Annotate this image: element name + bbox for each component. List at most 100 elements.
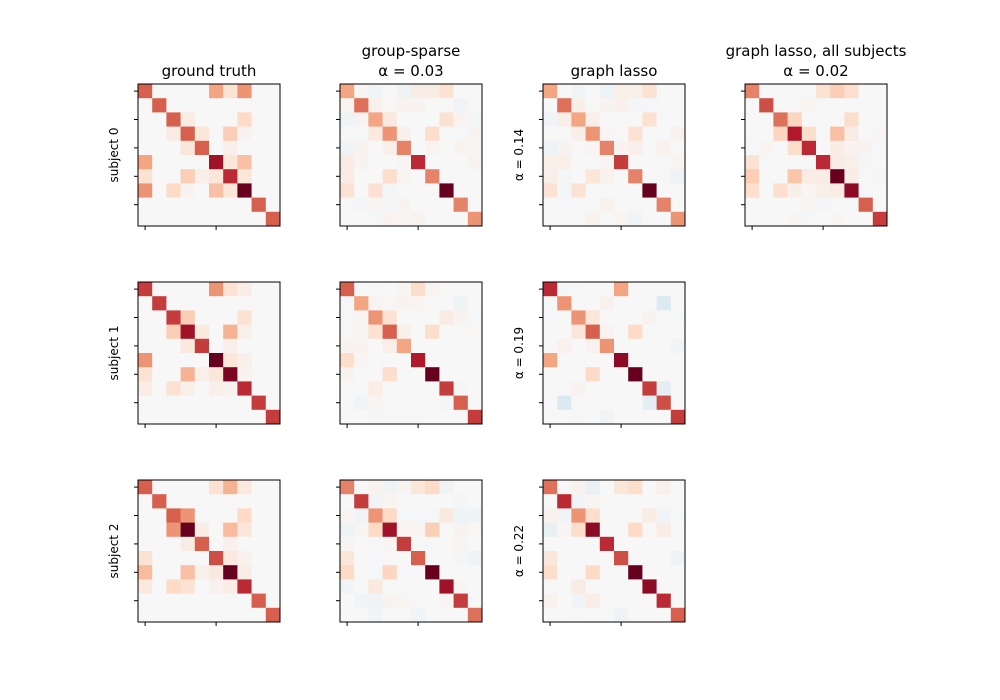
- heatmap-cell: [759, 84, 774, 99]
- heatmap-cell: [759, 112, 774, 127]
- heatmap-cell: [382, 197, 398, 213]
- heatmap-cell: [138, 409, 153, 425]
- heatmap-cell: [656, 183, 672, 198]
- heatmap-cell: [425, 155, 440, 170]
- heatmap-cell: [152, 381, 167, 396]
- panel-ylabel: α = 0.22: [512, 525, 526, 577]
- heatmap-cell: [614, 310, 629, 325]
- heatmap-cell: [425, 338, 440, 354]
- heatmap-cell: [614, 381, 629, 396]
- heatmap-cell: [223, 324, 238, 340]
- heatmap-cell: [571, 593, 586, 609]
- heatmap-cell: [571, 508, 586, 523]
- heatmap-cell: [340, 565, 355, 580]
- heatmap-cell: [801, 155, 817, 170]
- heatmap-cell: [194, 381, 210, 396]
- axes-frame: [137, 83, 281, 227]
- heatmap-cell: [209, 551, 224, 566]
- heatmap-cell: [571, 155, 586, 170]
- heatmap-cell: [543, 169, 558, 184]
- heatmap-cell: [237, 395, 252, 411]
- heatmap-cell: [265, 310, 281, 325]
- heatmap-cell: [642, 112, 657, 127]
- heatmap-cell: [382, 522, 398, 538]
- heatmap-cell: [816, 126, 831, 142]
- heatmap-cell: [543, 565, 558, 580]
- heatmap-cell: [467, 607, 483, 623]
- heatmap-cell: [166, 169, 181, 184]
- heatmap-cell: [467, 367, 483, 382]
- heatmap-cell: [265, 395, 281, 411]
- heatmap-cell: [872, 126, 888, 142]
- heatmap-cell: [543, 508, 558, 523]
- heatmap-cell: [439, 565, 454, 580]
- heatmap-cell: [194, 353, 210, 368]
- heatmap-cell: [425, 494, 440, 509]
- heatmap-cell: [265, 155, 281, 170]
- heatmap-cell: [368, 324, 383, 340]
- heatmap-cell: [237, 353, 252, 368]
- heatmap-cell: [180, 197, 196, 213]
- heatmap-cell: [670, 480, 686, 495]
- heatmap-cell: [599, 140, 615, 156]
- heatmap-cell: [642, 98, 657, 113]
- heatmap-cell: [599, 84, 615, 99]
- heatmap-cell: [265, 84, 281, 99]
- heatmap-cell: [138, 310, 153, 325]
- heatmap-cell: [467, 282, 483, 297]
- heatmap-cell: [209, 353, 224, 368]
- heatmap-cell: [787, 211, 803, 227]
- heatmap-cell: [237, 480, 252, 495]
- heatmap-cell: [152, 282, 167, 297]
- heatmap-cell: [599, 494, 615, 509]
- heatmap-cell: [382, 296, 398, 311]
- heatmap-cell: [599, 508, 615, 523]
- heatmap-cell: [467, 494, 483, 509]
- heatmap-cell: [138, 353, 153, 368]
- heatmap-cell: [599, 409, 615, 425]
- heatmap-cell: [425, 310, 440, 325]
- heatmap-cell: [670, 536, 686, 552]
- heatmap-cell: [773, 126, 788, 142]
- heatmap-cell: [223, 211, 238, 227]
- heatmap-cell: [656, 140, 672, 156]
- heatmap-cell: [340, 296, 355, 311]
- heatmap-cell: [816, 112, 831, 127]
- heatmap-cell: [628, 367, 643, 382]
- heatmap-cell: [773, 183, 788, 198]
- heatmap-cell: [411, 296, 426, 311]
- heatmap-cell: [180, 367, 196, 382]
- heatmap-cell: [138, 395, 153, 411]
- heatmap-cell: [166, 84, 181, 99]
- heatmap-cell: [453, 84, 469, 99]
- heatmap-cell: [138, 126, 153, 142]
- heatmap-cell: [223, 551, 238, 566]
- heatmap-cell: [251, 551, 267, 566]
- heatmap-cell: [382, 508, 398, 523]
- heatmap-cell: [411, 409, 426, 425]
- heatmap-cell: [265, 169, 281, 184]
- heatmap-cell: [543, 282, 558, 297]
- heatmap-cell: [166, 353, 181, 368]
- heatmap-cell: [858, 84, 874, 99]
- heatmap-cell: [656, 84, 672, 99]
- heatmap-cell: [628, 508, 643, 523]
- heatmap-cell: [368, 395, 383, 411]
- heatmap-cell: [571, 282, 586, 297]
- heatmap-cell: [251, 480, 267, 495]
- heatmap-cell: [642, 353, 657, 368]
- heatmap-cell: [265, 211, 281, 227]
- heatmap-cell: [614, 367, 629, 382]
- heatmap-cell: [453, 593, 469, 609]
- heatmap-cell: [138, 494, 153, 509]
- heatmap-cell: [368, 480, 383, 495]
- heatmap-cell: [194, 395, 210, 411]
- heatmap-cell: [138, 84, 153, 99]
- axes-frame: [542, 281, 686, 425]
- heatmap-cell: [382, 395, 398, 411]
- heatmap-cell: [382, 169, 398, 184]
- heatmap-cell: [237, 155, 252, 170]
- heatmap-cell: [251, 155, 267, 170]
- heatmap-cell: [152, 169, 167, 184]
- heatmap-cell: [585, 126, 601, 142]
